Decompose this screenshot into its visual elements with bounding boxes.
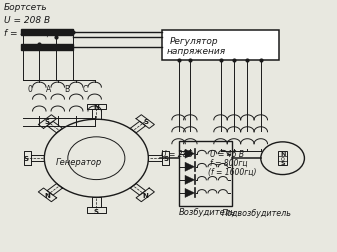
Text: f = 400гц: f = 400гц [4, 28, 49, 37]
Polygon shape [185, 149, 195, 159]
Text: 0: 0 [281, 156, 284, 161]
Text: S: S [280, 161, 285, 166]
Text: S: S [94, 208, 99, 214]
Text: S: S [164, 155, 169, 162]
Text: A: A [46, 84, 51, 93]
Text: B: B [64, 84, 69, 93]
Polygon shape [185, 189, 195, 198]
Text: N: N [93, 103, 99, 109]
Text: S: S [24, 155, 29, 162]
Text: N: N [280, 151, 285, 156]
Text: U = 208 В: U = 208 В [4, 16, 50, 25]
Text: U = 28В: U = 28В [161, 149, 193, 158]
Text: f = 800гц: f = 800гц [210, 158, 248, 167]
Text: (f = 1600гц): (f = 1600гц) [208, 167, 256, 176]
Text: Регулятор: Регулятор [170, 37, 219, 46]
Bar [21, 45, 73, 51]
Text: напряжения: напряжения [167, 47, 226, 56]
Polygon shape [185, 163, 195, 172]
Text: N: N [44, 193, 50, 199]
Text: Бортсеть: Бортсеть [4, 3, 48, 12]
Text: 0: 0 [28, 84, 33, 93]
Text: S: S [143, 119, 148, 125]
Bar [162, 31, 279, 61]
Text: N: N [143, 193, 149, 199]
Bar [179, 141, 232, 206]
Text: C: C [83, 84, 88, 93]
Bar [278, 152, 287, 166]
Text: Генератор: Генератор [56, 158, 102, 167]
Polygon shape [185, 176, 195, 185]
Text: S: S [44, 119, 50, 125]
Text: U = 46 В: U = 46 В [210, 149, 245, 158]
Bar [21, 30, 73, 36]
Text: Возбудитель: Возбудитель [179, 207, 236, 216]
Text: Подвозбудитель: Подвозбудитель [222, 208, 292, 217]
